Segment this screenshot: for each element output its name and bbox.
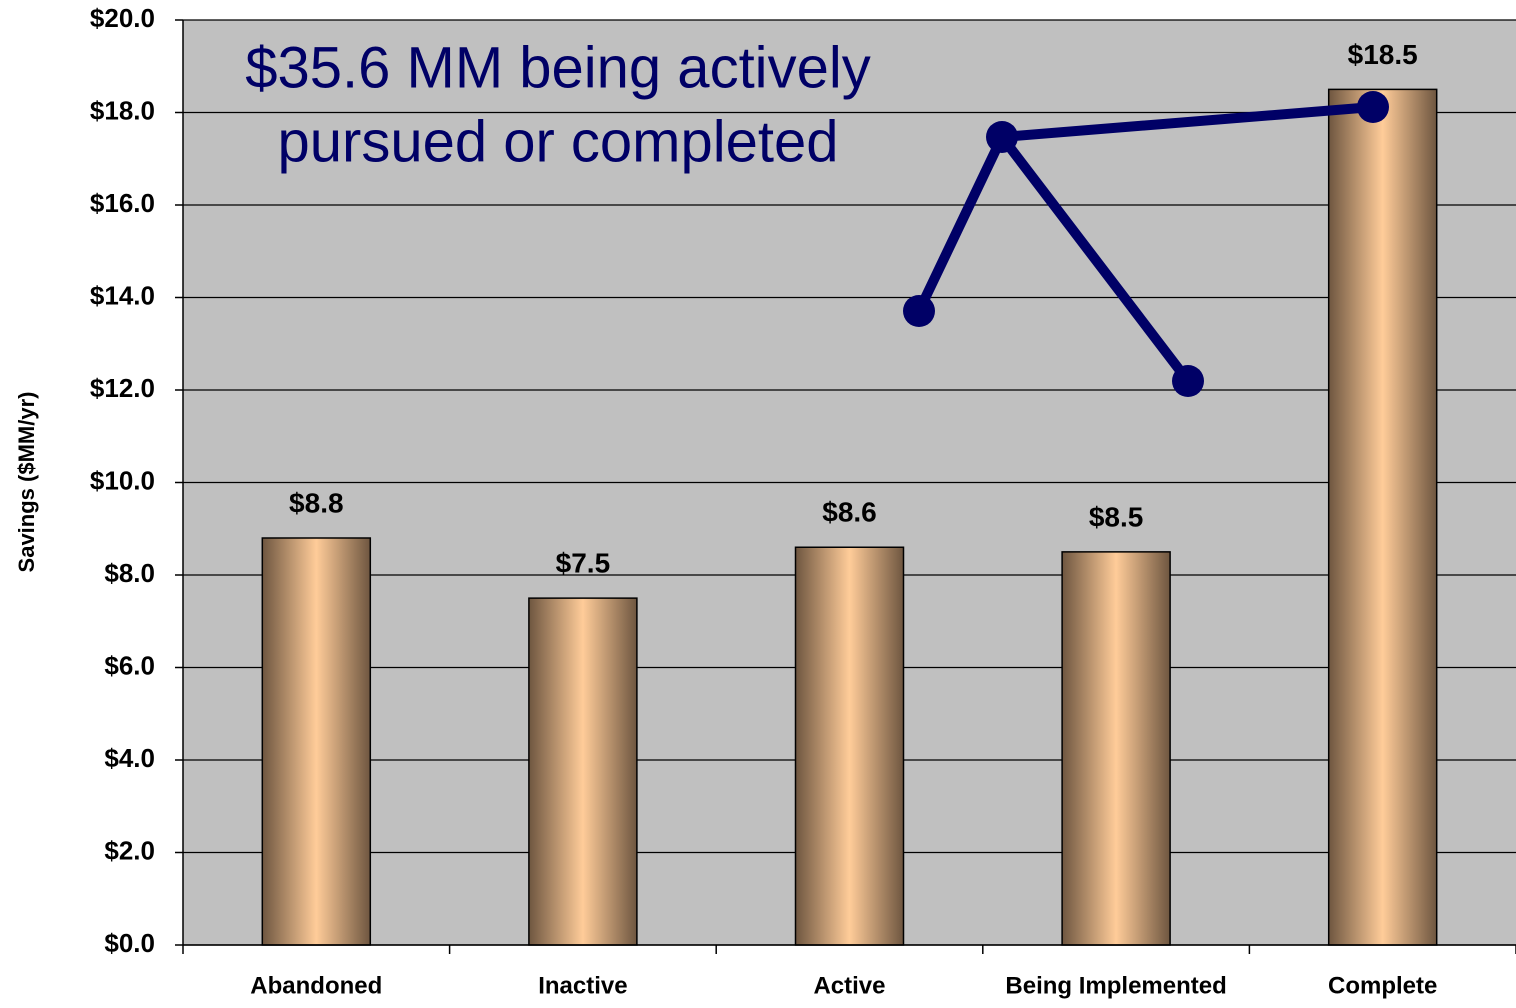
x-tick-label: Complete	[1328, 972, 1437, 999]
y-tick-label: $8.0	[104, 558, 155, 588]
y-tick-label: $2.0	[104, 835, 155, 865]
y-tick-label: $16.0	[90, 188, 155, 218]
annotation: pursued or completed	[278, 109, 839, 174]
y-tick-label: $4.0	[104, 743, 155, 773]
value-label: $8.8	[289, 487, 344, 518]
bar	[528, 597, 638, 946]
y-tick-label: $6.0	[104, 650, 155, 680]
value-label: $7.5	[556, 548, 611, 579]
x-tick-label: Active	[813, 972, 885, 999]
y-tick-label: $20.0	[90, 3, 155, 33]
value-label: $8.6	[822, 497, 877, 528]
x-tick-label: Abandoned	[250, 972, 382, 999]
y-tick-label: $10.0	[90, 465, 155, 495]
y-tick-label: $18.0	[90, 95, 155, 125]
bar	[794, 546, 905, 946]
x-tick-label: Being Implemented	[1005, 972, 1226, 999]
annotation: $35.6 MM being actively	[245, 35, 870, 100]
y-axis-label: Savings ($MM/yr)	[14, 392, 39, 573]
connector-dots	[903, 91, 1389, 397]
y-tick-label: $14.0	[90, 280, 155, 310]
y-tick-label: $12.0	[90, 373, 155, 403]
bar	[1061, 551, 1171, 946]
bar	[1327, 88, 1438, 946]
x-tick-label: Inactive	[538, 972, 627, 999]
value-label: $18.5	[1348, 39, 1418, 70]
value-label: $8.5	[1089, 501, 1144, 532]
bar	[261, 537, 372, 946]
y-tick-label: $0.0	[104, 928, 155, 958]
